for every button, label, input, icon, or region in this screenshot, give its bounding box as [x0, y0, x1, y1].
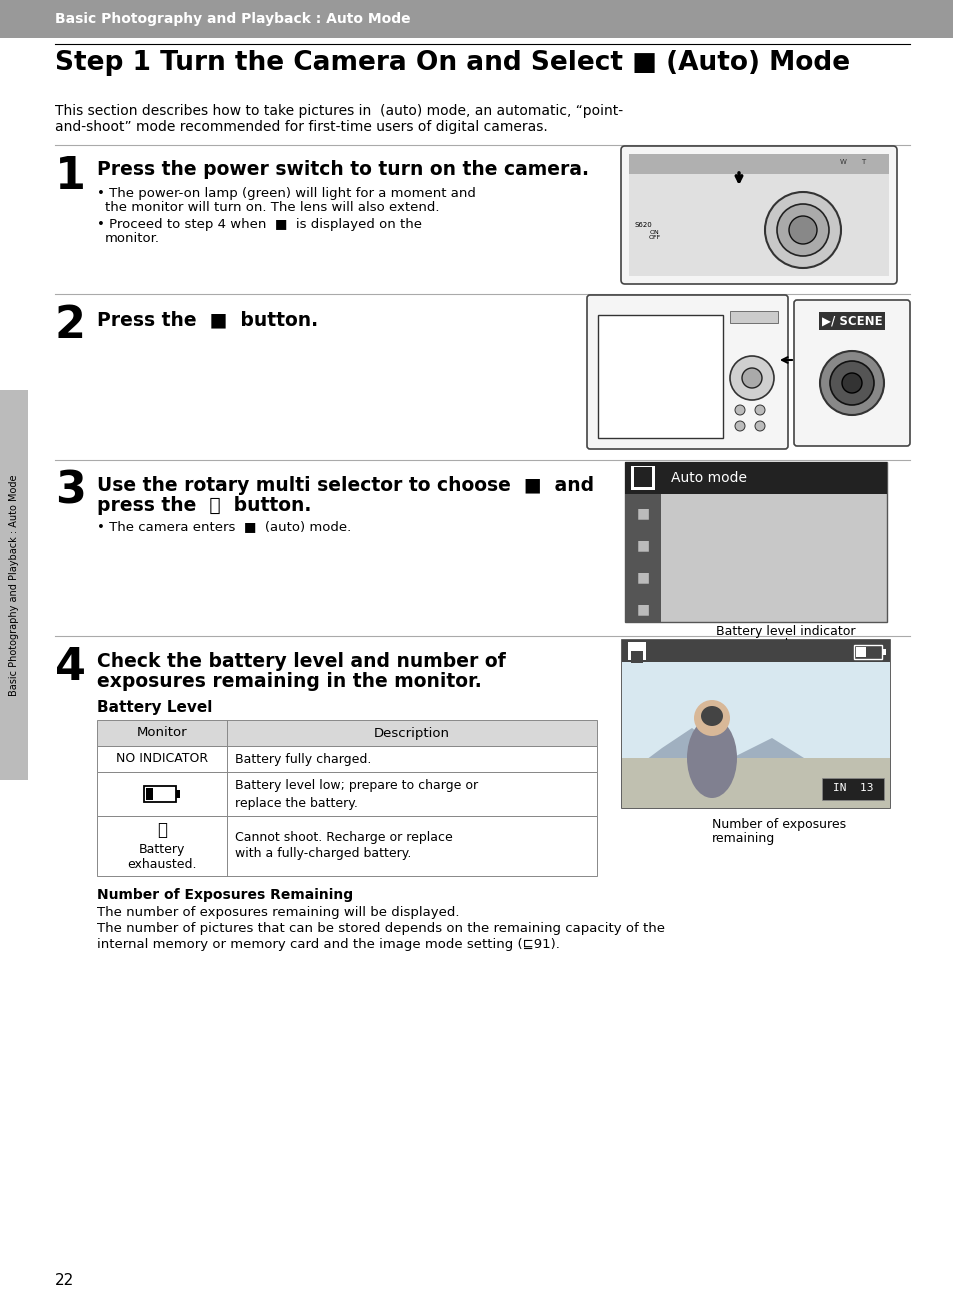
- Text: Battery fully charged.: Battery fully charged.: [234, 753, 371, 766]
- Text: Check the battery level and number of: Check the battery level and number of: [97, 652, 505, 671]
- Text: ▶/ SCENE: ▶/ SCENE: [821, 314, 882, 327]
- Bar: [146, 788, 152, 800]
- Polygon shape: [621, 728, 889, 808]
- Text: T: T: [860, 159, 864, 166]
- Text: Battery level low; prepare to charge or: Battery level low; prepare to charge or: [234, 778, 477, 791]
- Text: ■: ■: [636, 506, 649, 520]
- Text: press the  ⒪  button.: press the ⒪ button.: [97, 495, 311, 515]
- Text: with a fully-charged battery.: with a fully-charged battery.: [234, 848, 411, 861]
- Text: and-shoot” mode recommended for first-time users of digital cameras.: and-shoot” mode recommended for first-ti…: [55, 120, 547, 134]
- Text: The number of pictures that can be stored depends on the remaining capacity of t: The number of pictures that can be store…: [97, 922, 664, 936]
- Text: replace the battery.: replace the battery.: [234, 796, 357, 809]
- Text: • Proceed to step 4 when  ■  is displayed on the: • Proceed to step 4 when ■ is displayed …: [97, 218, 421, 231]
- Bar: [729, 311, 778, 323]
- Bar: [0, 390, 28, 781]
- Bar: [624, 463, 886, 622]
- Bar: [855, 646, 865, 657]
- Text: ⓘ: ⓘ: [157, 821, 167, 840]
- Text: ■: ■: [636, 537, 649, 552]
- Text: 1: 1: [55, 155, 86, 198]
- Text: Monitor: Monitor: [136, 727, 187, 740]
- Bar: [97, 746, 597, 773]
- Text: ■: ■: [636, 602, 649, 616]
- Text: Press the  ■  button.: Press the ■ button.: [97, 310, 317, 328]
- Bar: [624, 463, 886, 494]
- Bar: [621, 640, 889, 662]
- Circle shape: [754, 420, 764, 431]
- Text: ON
OFF: ON OFF: [648, 230, 660, 240]
- Ellipse shape: [700, 706, 722, 727]
- Text: exposures remaining in the monitor.: exposures remaining in the monitor.: [97, 671, 481, 691]
- FancyBboxPatch shape: [620, 146, 896, 284]
- Circle shape: [729, 356, 773, 399]
- Bar: [97, 720, 597, 746]
- Text: exhausted.: exhausted.: [127, 858, 196, 870]
- Bar: [630, 650, 642, 664]
- Bar: [621, 662, 889, 808]
- Bar: [634, 466, 651, 487]
- Bar: [624, 463, 660, 622]
- Bar: [621, 640, 889, 808]
- Bar: [630, 466, 655, 490]
- Circle shape: [693, 700, 729, 736]
- Bar: [853, 645, 882, 660]
- Text: Description: Description: [374, 727, 450, 740]
- Text: Basic Photography and Playback : Auto Mode: Basic Photography and Playback : Auto Mo…: [9, 474, 19, 695]
- Text: • The power-on lamp (green) will light for a moment and: • The power-on lamp (green) will light f…: [97, 187, 476, 200]
- Text: ■: ■: [636, 570, 649, 583]
- Text: Use the rotary multi selector to choose  ■  and: Use the rotary multi selector to choose …: [97, 476, 594, 495]
- Circle shape: [754, 405, 764, 415]
- Bar: [97, 773, 597, 816]
- Bar: [97, 816, 597, 876]
- Text: 3: 3: [55, 470, 86, 512]
- Circle shape: [734, 405, 744, 415]
- Text: ▶/ SCENE: ▶/ SCENE: [821, 314, 882, 327]
- Circle shape: [764, 192, 841, 268]
- Text: Basic Photography and Playback : Auto Mode: Basic Photography and Playback : Auto Mo…: [55, 12, 410, 26]
- Text: remaining: remaining: [711, 832, 775, 845]
- Text: 2: 2: [55, 304, 86, 347]
- Bar: [882, 649, 885, 654]
- Circle shape: [734, 420, 744, 431]
- Circle shape: [820, 351, 883, 415]
- Circle shape: [788, 215, 816, 244]
- Text: Press the power switch to turn on the camera.: Press the power switch to turn on the ca…: [97, 160, 588, 179]
- Text: Battery: Battery: [139, 842, 185, 855]
- Bar: [144, 786, 175, 802]
- Bar: [628, 154, 888, 173]
- Bar: [821, 778, 883, 800]
- Text: 22: 22: [55, 1273, 74, 1288]
- Text: 4: 4: [55, 646, 86, 689]
- Text: Cannot shoot. Recharge or replace: Cannot shoot. Recharge or replace: [234, 832, 453, 845]
- Text: the monitor will turn on. The lens will also extend.: the monitor will turn on. The lens will …: [105, 201, 439, 214]
- Bar: [627, 643, 645, 660]
- Circle shape: [741, 368, 761, 388]
- Text: W: W: [839, 159, 845, 166]
- Text: internal memory or memory card and the image mode setting (⊑91).: internal memory or memory card and the i…: [97, 938, 559, 951]
- Circle shape: [776, 204, 828, 256]
- Bar: [598, 315, 722, 438]
- Text: The number of exposures remaining will be displayed.: The number of exposures remaining will b…: [97, 905, 459, 918]
- Text: monitor.: monitor.: [105, 233, 160, 244]
- Text: Battery Level: Battery Level: [97, 700, 213, 715]
- Text: NO INDICATOR: NO INDICATOR: [116, 753, 208, 766]
- Bar: [621, 758, 889, 808]
- Text: Step 1 Turn the Camera On and Select ■ (Auto) Mode: Step 1 Turn the Camera On and Select ■ (…: [55, 50, 849, 76]
- Bar: [628, 173, 888, 276]
- Ellipse shape: [686, 717, 737, 798]
- FancyBboxPatch shape: [793, 300, 909, 445]
- Text: Number of Exposures Remaining: Number of Exposures Remaining: [97, 888, 353, 901]
- Text: S620: S620: [634, 222, 651, 229]
- Bar: [175, 790, 180, 798]
- Text: Number of exposures: Number of exposures: [711, 819, 845, 830]
- Circle shape: [829, 361, 873, 405]
- Text: This section describes how to take pictures in  (auto) mode, an automatic, “poin: This section describes how to take pictu…: [55, 104, 622, 118]
- Text: Battery level indicator: Battery level indicator: [716, 625, 855, 639]
- Text: • The camera enters  ■  (auto) mode.: • The camera enters ■ (auto) mode.: [97, 520, 351, 533]
- Circle shape: [841, 373, 862, 393]
- Bar: [0, 0, 953, 38]
- Text: IN  13: IN 13: [832, 783, 872, 794]
- Text: Auto mode: Auto mode: [670, 470, 746, 485]
- FancyBboxPatch shape: [586, 296, 787, 449]
